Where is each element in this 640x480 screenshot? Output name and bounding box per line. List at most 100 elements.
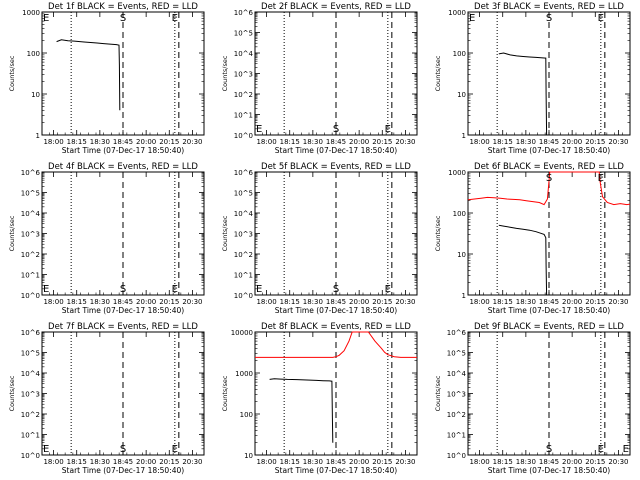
y-tick-label: 10^4: [234, 210, 254, 218]
series-black-line: [56, 39, 121, 111]
x-tick-label: 20:00: [562, 138, 582, 146]
marker-e: E: [172, 284, 178, 295]
marker-s: S: [120, 13, 126, 24]
x-tick-label: 18:15: [280, 458, 300, 466]
marker-e: E: [623, 444, 629, 455]
y-tick-label: 10000: [231, 329, 253, 337]
y-tick-label: 1000: [448, 169, 466, 177]
y-tick-label: 10: [31, 91, 40, 99]
y-tick-label: 10^5: [234, 30, 253, 38]
y-tick-label: 10^5: [21, 190, 40, 198]
marker-e: E: [469, 13, 475, 24]
x-tick-label: 18:30: [303, 138, 323, 146]
x-axis-label: Start Time (07-Dec-17 18:50:40): [488, 466, 610, 475]
x-axis-label: Start Time (07-Dec-17 18:50:40): [275, 306, 397, 315]
y-tick-label: 10^3: [234, 231, 253, 239]
marker-s: S: [546, 173, 552, 184]
x-tick-label: 20:30: [395, 138, 415, 146]
x-tick-label: 20:15: [585, 458, 605, 466]
x-tick-label: 20:00: [349, 458, 369, 466]
y-tick-label: 10^5: [21, 350, 40, 358]
x-tick-label: 18:00: [469, 138, 489, 146]
y-tick-label: 10^5: [447, 350, 466, 358]
y-axis-label: Counts/sec: [221, 375, 229, 411]
x-tick-label: 20:15: [159, 458, 179, 466]
panel-title: Det 5f BLACK = Events, RED = LLD: [261, 162, 411, 172]
y-tick-label: 10^4: [234, 50, 254, 58]
y-tick-label: 10^2: [21, 411, 40, 419]
x-tick-label: 20:00: [136, 298, 156, 306]
series-red-line: [255, 331, 417, 358]
x-tick-label: 18:30: [516, 458, 536, 466]
x-axis-label: Start Time (07-Dec-17 18:50:40): [275, 466, 397, 475]
marker-e: E: [43, 444, 49, 455]
y-tick-label: 10^6: [234, 169, 254, 177]
x-tick-label: 20:00: [349, 138, 369, 146]
y-tick-label: 10^2: [234, 251, 253, 259]
y-axis-label: Counts/sec: [8, 215, 16, 251]
marker-s: S: [546, 444, 552, 455]
y-tick-label: 10^1: [234, 112, 253, 120]
panel-title: Det 6f BLACK = Events, RED = LLD: [474, 162, 624, 172]
y-tick-label: 10^4: [21, 370, 41, 378]
panel-det-3f: Det 3f BLACK = Events, RED = LLD 1 10 100 10…: [434, 2, 631, 155]
x-tick-label: 20:00: [562, 458, 582, 466]
y-tick-label: 10^1: [447, 432, 466, 440]
x-tick-label: 18:45: [539, 298, 559, 306]
y-tick-label: 10^3: [21, 231, 40, 239]
y-tick-label: 1: [462, 292, 466, 300]
marker-e: E: [385, 124, 391, 135]
x-tick-label: 18:45: [539, 138, 559, 146]
y-tick-label: 1000: [448, 9, 466, 17]
y-tick-label: 10^2: [234, 91, 253, 99]
y-tick-label: 10^1: [234, 272, 253, 280]
x-tick-label: 20:15: [372, 298, 392, 306]
y-tick-label: 100: [240, 411, 253, 419]
marker-s: S: [120, 444, 126, 455]
x-tick-label: 20:30: [395, 458, 415, 466]
y-tick-label: 10^4: [447, 370, 467, 378]
y-tick-label: 10: [244, 452, 253, 460]
x-tick-label: 18:00: [43, 298, 63, 306]
x-tick-label: 18:15: [280, 298, 300, 306]
y-tick-label: 100: [453, 210, 466, 218]
x-tick-label: 18:45: [326, 138, 346, 146]
y-axis-label: Counts/sec: [8, 375, 16, 411]
panel-det-1f: Det 1f BLACK = Events, RED = LLD 1 10 100 10…: [8, 2, 205, 155]
x-tick-label: 18:30: [516, 298, 536, 306]
panel-title: Det 7f BLACK = Events, RED = LLD: [48, 322, 198, 332]
x-tick-label: 18:15: [67, 458, 87, 466]
y-tick-label: 100: [27, 50, 40, 58]
y-axis-label: Counts/sec: [434, 215, 442, 251]
x-tick-label: 18:30: [90, 138, 110, 146]
y-tick-label: 10^2: [21, 251, 40, 259]
x-axis-label: Start Time (07-Dec-17 18:50:40): [275, 146, 397, 155]
x-axis-label: Start Time (07-Dec-17 18:50:40): [488, 306, 610, 315]
x-tick-label: 20:30: [608, 298, 628, 306]
y-axis-label: Counts/sec: [221, 215, 229, 251]
x-tick-label: 18:30: [90, 298, 110, 306]
series-black-line: [498, 224, 548, 296]
y-tick-label: 10^1: [21, 272, 40, 280]
x-tick-label: 18:15: [493, 458, 513, 466]
y-tick-label: 10^6: [21, 169, 41, 177]
panel-title: Det 1f BLACK = Events, RED = LLD: [48, 2, 198, 12]
marker-s: S: [333, 124, 339, 135]
panel-title: Det 9f BLACK = Events, RED = LLD: [474, 322, 624, 332]
x-tick-label: 18:30: [516, 138, 536, 146]
x-tick-label: 18:00: [43, 138, 63, 146]
series-black-line: [269, 378, 334, 443]
y-tick-label: 10^3: [234, 71, 253, 79]
marker-e: E: [598, 173, 604, 184]
y-axis-label: Counts/sec: [8, 55, 16, 91]
marker-e: E: [256, 124, 262, 135]
panel-det-2f: Det 2f BLACK = Events, RED = LLD 10^0 10^1…: [221, 2, 418, 155]
x-tick-label: 20:30: [608, 138, 628, 146]
x-tick-label: 18:00: [469, 298, 489, 306]
marker-s: S: [333, 284, 339, 295]
panel-det-8f: Det 8f BLACK = Events, RED = LLD 10 100 100…: [221, 322, 418, 475]
panel-title: Det 4f BLACK = Events, RED = LLD: [48, 162, 198, 172]
y-axis-label: Counts/sec: [434, 55, 442, 91]
y-tick-label: 10^3: [447, 391, 466, 399]
x-tick-label: 18:45: [113, 298, 133, 306]
